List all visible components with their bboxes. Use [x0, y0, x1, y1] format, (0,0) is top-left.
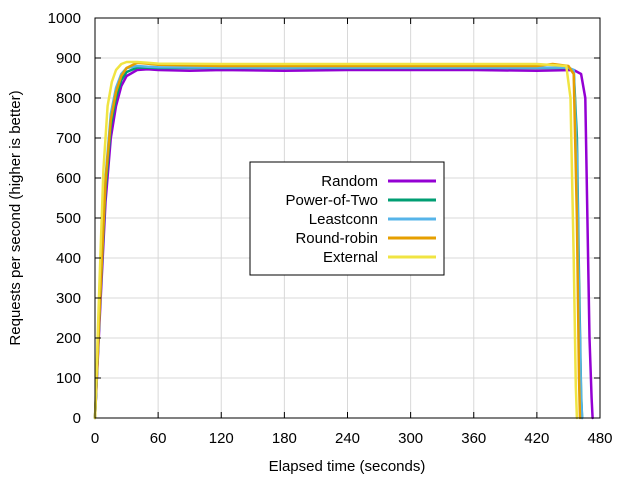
x-tick-label: 480 [587, 430, 612, 447]
x-tick-label: 120 [209, 430, 234, 447]
series-line-random [93, 67, 594, 420]
y-tick-label: 700 [56, 130, 81, 147]
y-tick-label: 600 [56, 170, 81, 187]
legend-label-random: Random [321, 173, 378, 190]
x-tick-label: 60 [150, 430, 167, 447]
legend-label-round-robin: Round-robin [295, 230, 378, 247]
x-tick-label: 420 [524, 430, 549, 447]
y-tick-label: 0 [73, 410, 81, 427]
x-tick-label: 240 [335, 430, 360, 447]
x-tick-label: 360 [461, 430, 486, 447]
legend: Random Power-of-Two Leastconn Round-robin Ex… [249, 161, 445, 276]
x-tick-label: 0 [91, 430, 99, 447]
series-line-round-robin [93, 61, 582, 420]
y-tick-label: 500 [56, 210, 81, 227]
x-tick-label: 180 [272, 430, 297, 447]
axis-ticks: 0 100 200 300 400 500 600 700 800 900 1000 0 60 120 18… [48, 10, 613, 447]
y-tick-label: 900 [56, 50, 81, 67]
series-line-external [93, 60, 579, 420]
y-axis-label: Requests per second (higher is better) [7, 90, 24, 345]
series-lines [93, 60, 594, 420]
x-tick-label: 300 [398, 430, 423, 447]
y-tick-label: 200 [56, 330, 81, 347]
y-tick-label: 300 [56, 290, 81, 307]
legend-label-external: External [323, 249, 378, 266]
y-tick-label: 100 [56, 370, 81, 387]
y-tick-label: 800 [56, 90, 81, 107]
legend-label-leastconn: Leastconn [309, 211, 378, 228]
y-tick-label: 400 [56, 250, 81, 267]
legend-label-power-of-two: Power-of-Two [285, 192, 378, 209]
y-tick-label: 1000 [48, 10, 81, 27]
x-axis-label: Elapsed time (seconds) [269, 458, 426, 475]
